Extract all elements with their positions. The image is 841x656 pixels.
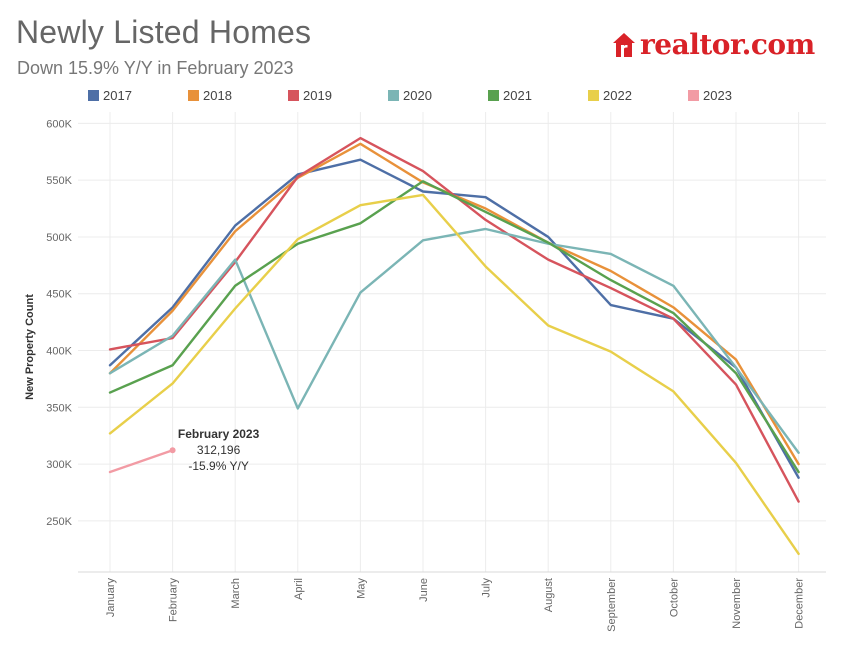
y-axis-label: New Property Count: [24, 294, 36, 400]
legend-item-2021[interactable]: 2021: [488, 88, 532, 103]
legend-item-2019[interactable]: 2019: [288, 88, 332, 103]
chart-title: Newly Listed Homes: [16, 14, 312, 50]
y-tick-label: 600K: [46, 118, 72, 130]
x-tick-label: December: [794, 578, 806, 629]
legend-swatch: [688, 90, 699, 101]
house-icon: [613, 32, 635, 57]
legend-label: 2019: [303, 88, 332, 103]
legend-label: 2017: [103, 88, 132, 103]
x-tick-label: November: [731, 578, 743, 629]
x-tick-label: October: [668, 578, 680, 617]
series-line-2020[interactable]: [108, 227, 800, 454]
annotation-value: 312,196: [197, 443, 241, 457]
legend-swatch: [488, 90, 499, 101]
legend-label: 2018: [203, 88, 232, 103]
series-line-2023[interactable]: [108, 449, 174, 474]
gridlines: [78, 112, 826, 572]
series-line-2022[interactable]: [108, 193, 800, 556]
annotation-point[interactable]: [169, 447, 176, 454]
legend-item-2017[interactable]: 2017: [88, 88, 132, 103]
x-tick-label: September: [606, 578, 618, 632]
y-tick-label: 300K: [46, 459, 72, 471]
brand-name: realtor.com: [640, 28, 815, 61]
y-tick-label: 500K: [46, 232, 72, 244]
legend-swatch: [388, 90, 399, 101]
legend-label: 2020: [403, 88, 432, 103]
legend-item-2022[interactable]: 2022: [588, 88, 632, 103]
x-tick-label: August: [543, 578, 555, 612]
annotation-change: -15.9% Y/Y: [188, 459, 248, 473]
x-tick-label: May: [355, 578, 367, 599]
legend-swatch: [88, 90, 99, 101]
x-tick-label: January: [105, 578, 117, 618]
realtor-logo: realtor.com: [612, 28, 815, 61]
series-line-2021[interactable]: [108, 180, 800, 474]
legend-label: 2022: [603, 88, 632, 103]
y-tick-label: 400K: [46, 346, 72, 358]
legend-swatch: [288, 90, 299, 101]
axes: 250K 300K 350K 400K 450K 500K 550K 600K January F…: [24, 118, 826, 632]
legend-item-2020[interactable]: 2020: [388, 88, 432, 103]
x-tick-label: June: [418, 578, 430, 602]
x-tick-label: July: [481, 578, 493, 598]
legend-swatch: [588, 90, 599, 101]
x-tick-label: February: [168, 578, 180, 623]
x-tick-label: April: [293, 578, 305, 600]
legend-item-2018[interactable]: 2018: [188, 88, 232, 103]
legend-label: 2021: [503, 88, 532, 103]
legend-item-2023[interactable]: 2023: [688, 88, 732, 103]
chart-subtitle: Down 15.9% Y/Y in February 2023: [17, 58, 294, 78]
annotation-title: February 2023: [178, 427, 260, 441]
y-tick-label: 250K: [46, 516, 72, 528]
y-tick-label: 350K: [46, 402, 72, 414]
legend-swatch: [188, 90, 199, 101]
legend-label: 2023: [703, 88, 732, 103]
y-tick-label: 550K: [46, 175, 72, 187]
x-tick-label: March: [230, 578, 242, 609]
annotation: February 2023 312,196 -15.9% Y/Y: [169, 427, 260, 473]
series-lines: [108, 136, 800, 556]
y-tick-label: 450K: [46, 289, 72, 301]
